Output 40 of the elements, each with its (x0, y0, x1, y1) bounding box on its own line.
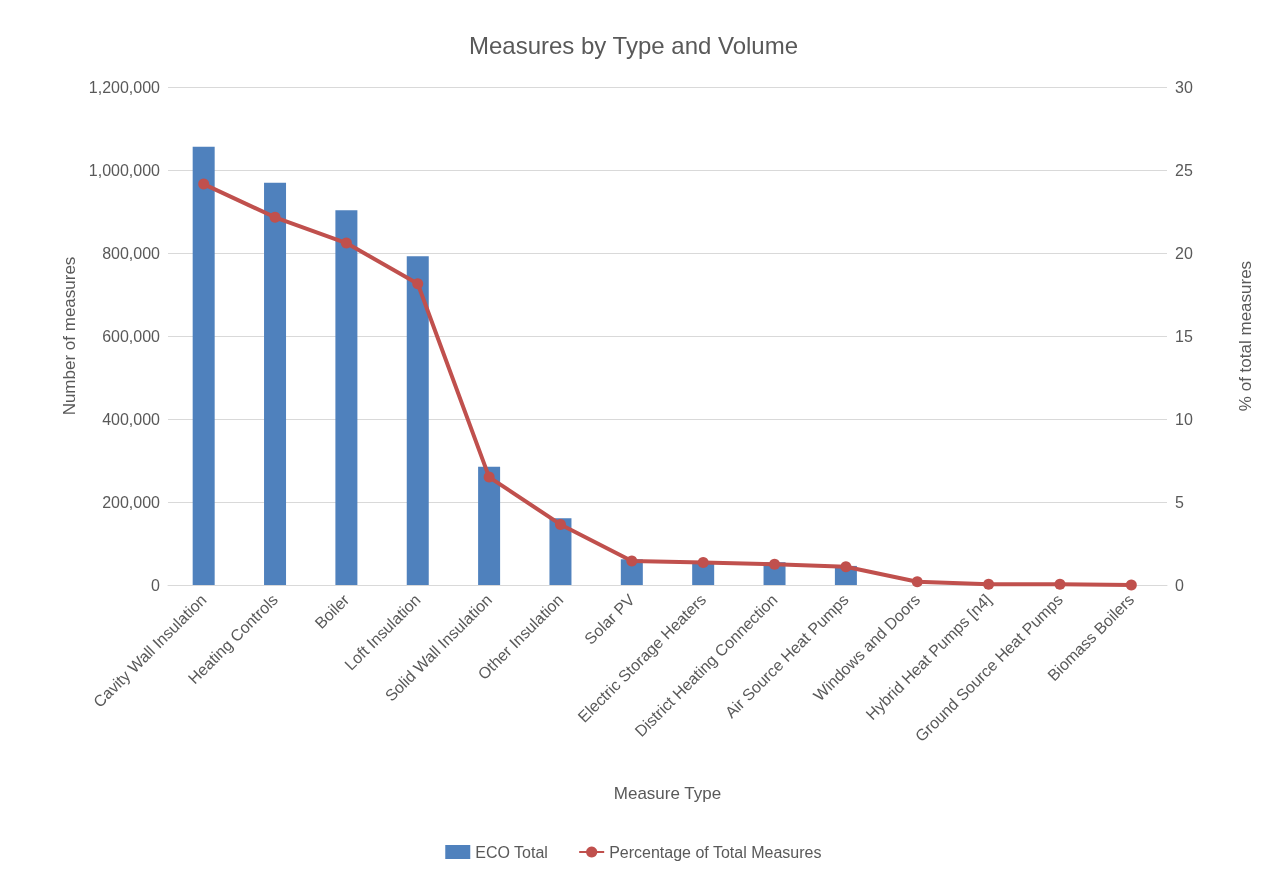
bar (406, 256, 429, 585)
point (483, 471, 495, 483)
chart-title: Measures by Type and Volume (468, 31, 799, 59)
legend-label: ECO Total (475, 843, 548, 861)
legend-label: Percentage of Total Measures (609, 843, 822, 861)
point (1054, 578, 1066, 590)
bar (335, 210, 358, 585)
y2-tick-label: 0 (1175, 576, 1184, 594)
y2-tick-label: 15 (1175, 327, 1193, 345)
point (198, 178, 210, 190)
point (269, 211, 281, 223)
y2-tick-label: 30 (1175, 78, 1193, 96)
point (1125, 579, 1137, 591)
point (697, 557, 709, 569)
y-tick-label: 0 (151, 576, 161, 594)
y-tick-label: 800,000 (102, 244, 161, 262)
y2-tick-label: 25 (1175, 161, 1193, 179)
point (840, 561, 852, 573)
y2-tick-label: 5 (1175, 493, 1184, 511)
point (412, 278, 424, 290)
point (626, 555, 638, 567)
y2-axis-title: % of total measures (1236, 260, 1255, 412)
y2-tick-label: 20 (1175, 244, 1193, 262)
point (340, 237, 352, 249)
y-tick-label: 1,000,000 (88, 161, 161, 179)
y-axis-title: Number of measures (59, 256, 79, 416)
y-tick-label: 1,200,000 (88, 78, 161, 96)
point (983, 578, 995, 590)
point (769, 558, 781, 570)
y-tick-label: 400,000 (102, 410, 161, 428)
bar (192, 146, 215, 585)
bar (478, 466, 501, 585)
y-tick-label: 200,000 (102, 493, 161, 511)
bar (264, 182, 287, 585)
point (911, 576, 923, 588)
y-tick-label: 600,000 (102, 327, 161, 345)
x-axis-title: Measure Type (613, 784, 722, 803)
y2-tick-label: 10 (1175, 410, 1193, 428)
point (554, 518, 566, 530)
bar (549, 518, 572, 585)
